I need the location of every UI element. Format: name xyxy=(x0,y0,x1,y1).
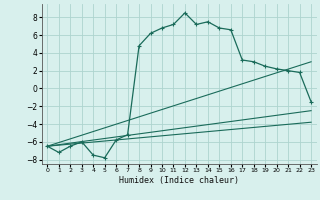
X-axis label: Humidex (Indice chaleur): Humidex (Indice chaleur) xyxy=(119,176,239,185)
